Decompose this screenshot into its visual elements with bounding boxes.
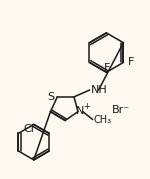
Text: NH: NH	[91, 85, 107, 95]
Text: Br⁻: Br⁻	[112, 105, 130, 115]
Text: Cl: Cl	[23, 124, 34, 134]
Text: S: S	[47, 92, 54, 102]
Text: F: F	[104, 63, 111, 73]
Text: F: F	[128, 57, 134, 67]
Text: +: +	[83, 102, 90, 111]
Text: CH₃: CH₃	[94, 115, 112, 125]
Text: N: N	[76, 106, 84, 116]
